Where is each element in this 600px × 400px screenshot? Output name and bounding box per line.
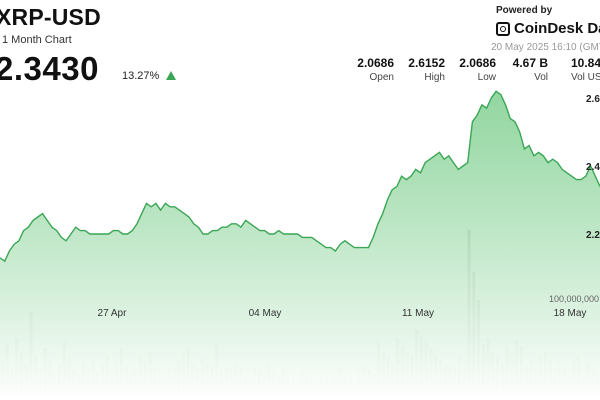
x-tick-label: 11 May [402,308,434,319]
stat-value: 2.0686 [357,56,394,70]
x-tick-label: 27 Apr [98,308,128,319]
stat-label: Low [477,72,496,83]
x-tick-label: 18 May [554,308,587,319]
price-area [0,91,600,400]
chart-title: XRP-USD [0,4,101,30]
stat-vol-usd: 10.84 Vol USD [571,56,600,83]
y-tick-label: 2.4 [586,162,600,173]
y-tick-label: 2.6 [586,94,600,105]
price-line [0,90,600,263]
stat-label: Vol [534,72,548,83]
stat-low: 2.0686 Low [459,56,496,83]
brand: CoinDesk Data [496,20,600,37]
brand-name: CoinDesk Data [514,20,600,37]
coindesk-logo-icon [496,21,510,36]
price-change-value: 13.27% [122,70,160,82]
chart-subtitle: 1 Month Chart [2,34,72,46]
y-tick-label: 2.2 [586,230,600,241]
current-price: 2.3430 [0,50,99,87]
timestamp: 20 May 2025 16:10 (GMT [491,42,600,53]
up-arrow-icon [166,71,177,80]
y-axis-labels: 2.6 2.4 2.2 100,000,000 [549,94,600,304]
stat-vol: 4.67 B Vol [513,56,548,83]
stat-value: 2.6152 [408,56,445,70]
stat-value: 2.0686 [459,56,496,70]
stat-label: High [424,72,445,83]
stat-label: Vol USD [571,72,600,83]
price-change: 13.27% [122,70,177,82]
powered-by-label: Powered by [496,5,553,16]
x-axis-labels: 27 Apr 04 May 11 May 18 May [98,308,587,319]
stat-high: 2.6152 High [408,56,445,83]
stat-value: 10.84 [571,56,600,70]
x-tick-label: 04 May [249,308,282,319]
stat-value: 4.67 B [512,56,548,70]
stat-open: 2.0686 Open [357,56,394,83]
stat-label: Open [369,72,394,83]
volume-tick-label: 100,000,000 [549,294,599,304]
